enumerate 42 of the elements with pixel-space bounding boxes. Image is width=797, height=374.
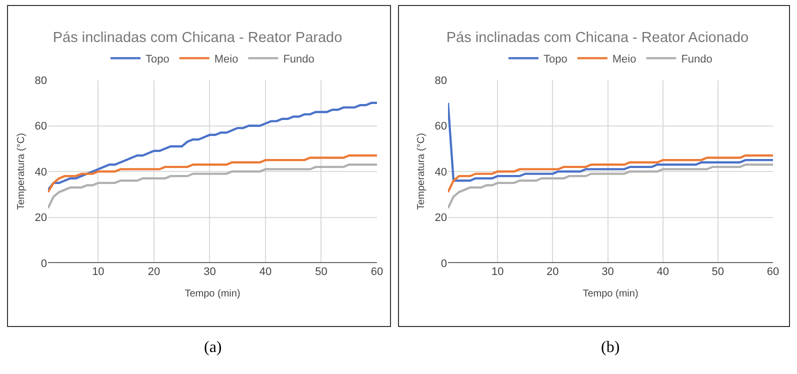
x-tick-label: 20: [546, 266, 559, 278]
y-axis-title: Temperatura (°C): [16, 133, 27, 210]
x-tick-label: 30: [602, 266, 614, 278]
chart-title: Pás inclinadas com Chicana - Reator Parado: [52, 30, 342, 46]
y-axis-title: Temperatura (°C): [416, 133, 427, 210]
legend-label: Topo: [544, 53, 568, 66]
line-series: [48, 164, 377, 210]
line-series: [48, 154, 377, 194]
x-tick-label: 10: [92, 266, 104, 278]
legend-label: Meio: [612, 53, 636, 66]
x-axis-title: Tempo (min): [582, 288, 638, 300]
line-series: [448, 164, 773, 210]
x-tick-label: 60: [766, 266, 780, 278]
y-tick-label: 80: [434, 74, 447, 87]
text: (a): [204, 339, 222, 356]
line-series: [48, 102, 377, 191]
legend-label: Topo: [146, 53, 170, 66]
text: (b): [601, 339, 620, 356]
legend-label: Fundo: [681, 53, 712, 66]
y-tick-label: 20: [34, 212, 47, 224]
x-tick-label: 40: [259, 266, 272, 278]
x-tick-label: 40: [656, 266, 669, 278]
x-tick-label: 50: [315, 266, 328, 278]
line-series: [448, 102, 773, 182]
line-series: [448, 154, 773, 194]
y-tick-label: 60: [434, 120, 447, 133]
y-tick-label: 20: [434, 212, 447, 224]
y-tick-label: 60: [34, 120, 47, 133]
y-tick-label: 0: [40, 258, 47, 270]
legend-label: Meio: [214, 53, 238, 66]
legend-label: Fundo: [283, 53, 314, 66]
x-axis-title: Tempo (min): [184, 288, 240, 300]
y-tick-label: 40: [434, 166, 447, 178]
y-tick-label: 0: [440, 258, 447, 270]
x-tick-label: 20: [148, 266, 160, 278]
x-tick-label: 10: [491, 266, 504, 278]
y-tick-label: 40: [34, 166, 47, 178]
x-tick-label: 50: [712, 266, 724, 278]
x-tick-label: 60: [370, 266, 384, 278]
y-tick-label: 80: [34, 74, 47, 87]
x-tick-label: 30: [204, 266, 216, 278]
chart-title: Pás inclinadas com Chicana - Reator Acionado: [446, 30, 749, 46]
